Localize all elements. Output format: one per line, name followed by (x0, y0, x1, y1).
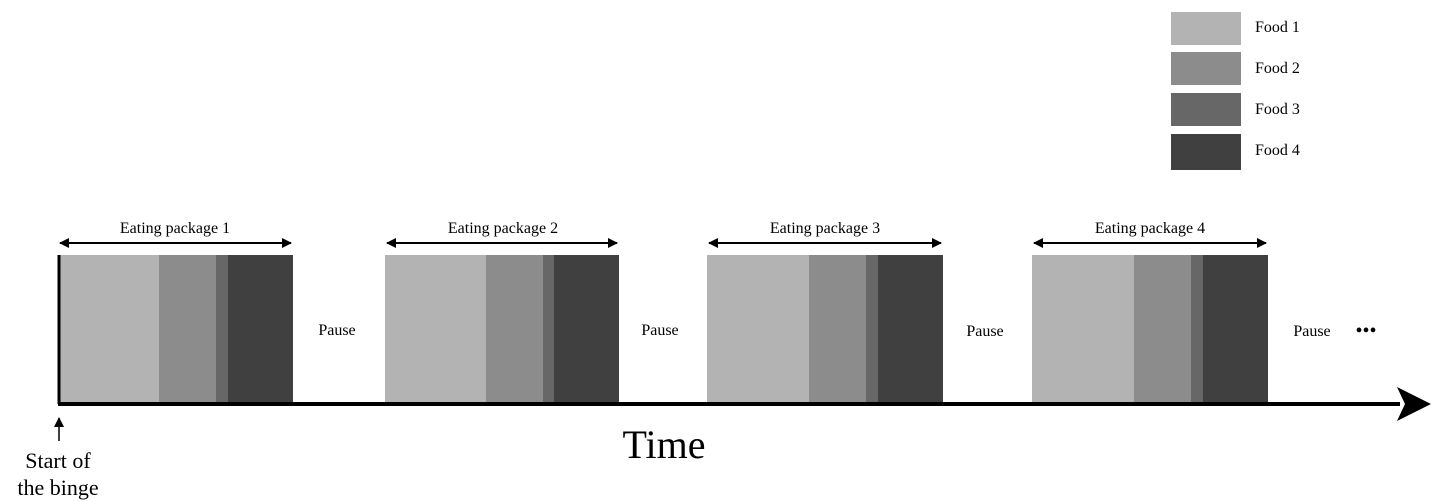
package-3-food-4-block (878, 255, 943, 404)
pause-label-4: Pause (1293, 323, 1330, 340)
package-3-food-3-block (866, 255, 878, 404)
legend-swatch-food-4 (1171, 134, 1241, 170)
package-3-label: Eating package 3 (770, 220, 880, 237)
package-3-food-1-block (707, 255, 809, 404)
legend-swatch-food-2 (1171, 52, 1241, 85)
package-1-food-2-block (159, 255, 216, 404)
package-1-food-1-block (58, 255, 159, 404)
legend: Food 1 Food 2 Food 3 Food 4 (1171, 12, 1300, 170)
time-axis-arrowhead (1397, 387, 1431, 421)
eating-package-2: Eating package 2 (385, 220, 619, 404)
package-2-food-4-block (554, 255, 619, 404)
package-2-food-1-block (385, 255, 486, 404)
eating-package-3: Eating package 3 (707, 220, 943, 404)
legend-label-food-3: Food 3 (1255, 101, 1300, 118)
package-4-food-2-block (1134, 255, 1191, 404)
package-4-food-4-block (1203, 255, 1268, 404)
eating-package-4: Eating package 4 (1032, 220, 1268, 404)
package-4-label: Eating package 4 (1095, 220, 1205, 237)
package-1-food-3-block (216, 255, 228, 404)
package-2-label: Eating package 2 (448, 220, 558, 237)
pause-label-2: Pause (641, 322, 678, 339)
start-label-line-2: the binge (17, 475, 98, 500)
package-4-food-3-block (1191, 255, 1203, 404)
pause-label-3: Pause (966, 323, 1003, 340)
package-2-food-3-block (543, 255, 554, 404)
legend-swatch-food-3 (1171, 93, 1241, 126)
legend-label-food-1: Food 1 (1255, 19, 1300, 36)
package-3-food-2-block (809, 255, 866, 404)
package-2-food-2-block (486, 255, 543, 404)
pause-label-1: Pause (318, 322, 355, 339)
eating-package-1: Eating package 1 (58, 220, 293, 404)
package-1-food-4-block (228, 255, 293, 404)
time-axis-label: Time (622, 422, 705, 467)
legend-swatch-food-1 (1171, 12, 1241, 45)
legend-label-food-4: Food 4 (1255, 142, 1300, 159)
start-label-line-1: Start of (25, 448, 91, 473)
package-1-label: Eating package 1 (120, 220, 230, 237)
continuation-ellipsis: ••• (1355, 320, 1376, 342)
legend-label-food-2: Food 2 (1255, 60, 1300, 77)
package-4-food-1-block (1032, 255, 1134, 404)
